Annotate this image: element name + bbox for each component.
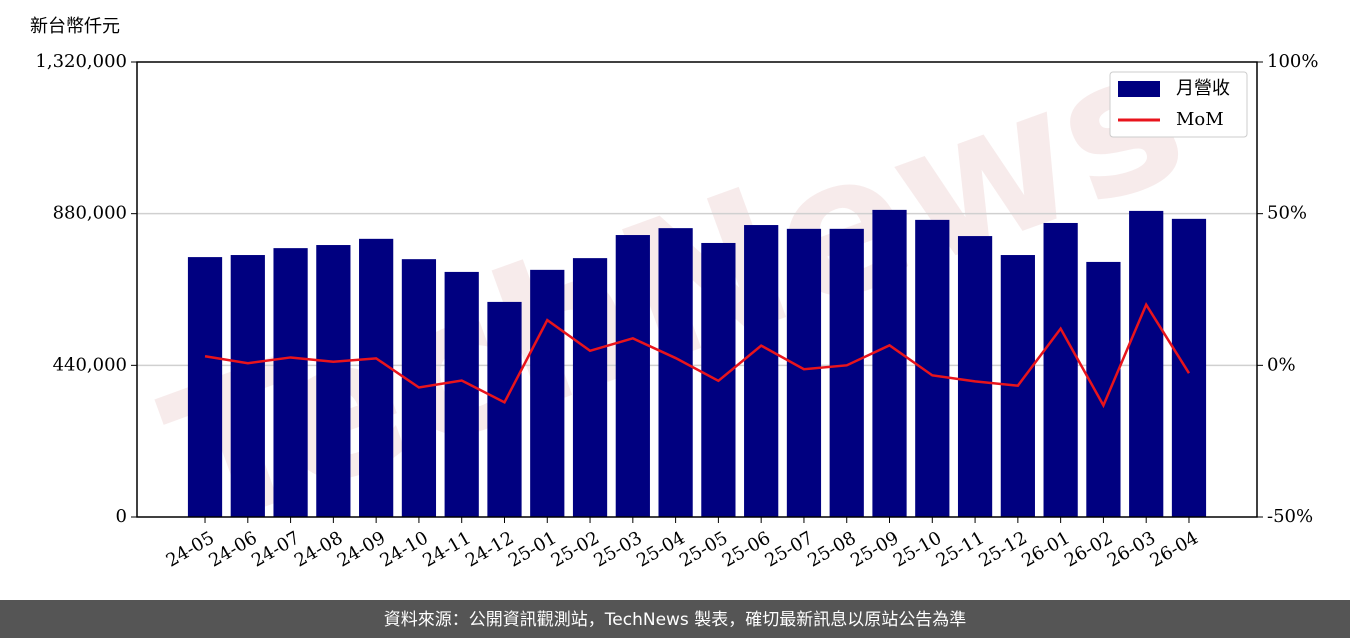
x-tick-label: 24-10 <box>376 527 431 571</box>
bar <box>658 228 693 518</box>
bar <box>273 248 308 518</box>
y-tick-label: 440,000 <box>53 354 127 375</box>
legend-label: 月營收 <box>1176 78 1230 99</box>
x-tick-label: 25-02 <box>548 527 603 571</box>
bar <box>444 271 479 517</box>
x-tick-label: 26-02 <box>1061 527 1116 571</box>
footer-bar <box>0 600 1350 638</box>
legend-swatch <box>1118 81 1160 97</box>
y2-tick-label: 50% <box>1267 203 1307 224</box>
x-tick-label: 25-05 <box>676 527 731 571</box>
y-tick-label: 0 <box>116 506 127 527</box>
x-tick-label: 25-01 <box>505 527 560 571</box>
bar <box>615 235 650 517</box>
bar <box>957 236 993 518</box>
x-tick-label: 24-12 <box>462 527 517 571</box>
bar <box>872 209 907 517</box>
y2-tick-label: 0% <box>1267 354 1296 375</box>
bar <box>572 258 608 517</box>
bar <box>530 269 565 517</box>
plot-frame <box>136 61 1258 518</box>
bar <box>829 228 864 518</box>
x-tick-label: 25-10 <box>890 527 945 571</box>
y-tick-label: 1,320,000 <box>35 51 127 72</box>
bar <box>1086 261 1121 517</box>
bar <box>359 238 394 518</box>
y2-tick-label: -50% <box>1267 506 1313 527</box>
bar <box>744 225 779 517</box>
bar <box>316 245 351 517</box>
x-tick-label: 25-03 <box>590 527 645 571</box>
bar <box>1043 222 1078 517</box>
bar <box>230 255 265 517</box>
x-tick-label: 26-01 <box>1018 527 1073 571</box>
x-tick-label: 24-09 <box>334 527 389 571</box>
x-tick-label: 25-07 <box>762 527 817 571</box>
footer: 資料來源：公開資訊觀測站，TechNews 製表，確切最新訊息以原站公告為準 <box>384 610 966 630</box>
y-tick-label: 880,000 <box>53 203 127 224</box>
x-tick-label: 24-11 <box>419 527 474 571</box>
x-tick-label: 25-06 <box>719 527 774 571</box>
x-tick-label: 26-04 <box>1147 527 1202 571</box>
x-tick-label: 25-12 <box>975 527 1030 571</box>
y2-tick-label: 100% <box>1267 51 1318 72</box>
x-tick-label: 25-09 <box>847 527 902 571</box>
bar <box>1129 210 1164 517</box>
x-tick-label: 24-05 <box>163 527 218 571</box>
y-axis-label: 新台幣仟元 <box>30 16 120 37</box>
bar <box>487 301 522 517</box>
x-tick-label: 25-11 <box>933 527 988 571</box>
bar <box>187 257 223 517</box>
line <box>204 301 1191 409</box>
x-tick-label: 25-08 <box>804 527 859 571</box>
legend-label: MoM <box>1176 109 1224 130</box>
bar <box>1171 218 1207 517</box>
bar <box>786 228 822 518</box>
x-tick-label: 25-04 <box>633 527 688 571</box>
x-tick-label: 26-03 <box>1104 527 1159 571</box>
